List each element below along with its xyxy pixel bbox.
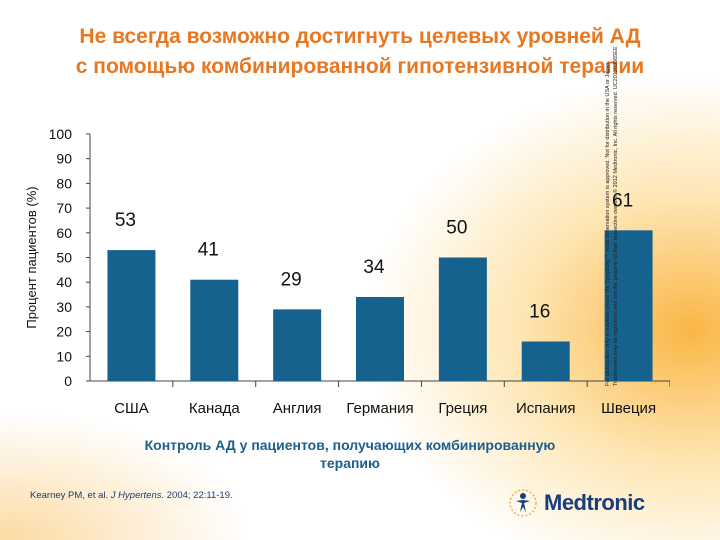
- bar-5: [438, 257, 487, 381]
- slide-title: Не всегда возможно достигнуть целевых ур…: [20, 22, 700, 82]
- data-label: 34: [363, 257, 385, 278]
- caption-line-1: Контроль АД у пациентов, получающих комб…: [144, 437, 556, 453]
- citation-details: 2004; 22:11-19.: [166, 490, 233, 501]
- bar-4: [356, 297, 404, 381]
- y-tick-label: 30: [56, 299, 72, 315]
- citation-authors: Kearney PM, et al.: [30, 490, 109, 501]
- bar-7: [604, 230, 653, 381]
- x-category-label: Германия: [346, 400, 413, 417]
- chart-caption: Контроль АД у пациентов, получающих комб…: [140, 436, 560, 472]
- y-tick-label: 70: [56, 200, 72, 216]
- y-tick-label: 10: [56, 348, 72, 364]
- x-category-label: Испания: [516, 400, 576, 417]
- caption-line-2: терапию: [320, 455, 380, 471]
- y-tick-label: 40: [56, 274, 72, 290]
- x-category-label: Канада: [189, 400, 240, 417]
- title-line-1: Не всегда возможно достигнуть целевых ур…: [79, 25, 641, 48]
- citation-journal: J Hypertens.: [110, 490, 165, 501]
- legal-disclaimer: For distribution only in markets where t…: [604, 46, 620, 386]
- y-tick-label: 20: [56, 324, 72, 340]
- data-label: 53: [115, 210, 136, 231]
- data-label: 41: [198, 240, 219, 261]
- y-tick-label: 100: [49, 126, 73, 142]
- y-tick-label: 0: [64, 373, 72, 389]
- y-axis-title: Процент пациентов (%): [24, 186, 39, 328]
- y-tick-label: 50: [56, 250, 72, 266]
- disclaimer-line-1: For distribution only in markets where t…: [605, 61, 611, 386]
- bar-6: [521, 341, 570, 381]
- disclaimer-line-2: Trademarks may be registered and are the…: [613, 46, 619, 386]
- x-category-label: США: [114, 400, 149, 417]
- y-tick-label: 60: [56, 225, 72, 241]
- y-tick-label: 80: [56, 175, 72, 191]
- data-label: 29: [281, 269, 302, 290]
- x-category-label: Швеция: [601, 400, 656, 417]
- medtronic-logo: Medtronic: [508, 488, 645, 518]
- bar-2: [190, 279, 239, 381]
- bar-3: [273, 309, 322, 381]
- y-tick-label: 90: [56, 151, 72, 167]
- data-label: 16: [529, 301, 550, 322]
- x-category-label: Англия: [273, 400, 322, 417]
- medtronic-figure-icon: [509, 489, 537, 517]
- bar-chart: 0 10 20 30 40 50 60 70 80 90 100 Процент пациентов …: [24, 126, 670, 417]
- title-line-2: с помощью комбинированной гипотензивной …: [75, 55, 645, 78]
- bar-1: [107, 250, 156, 381]
- data-label: 50: [446, 218, 467, 239]
- citation: Kearney PM, et al. J Hypertens. 2004; 22…: [30, 490, 233, 501]
- logo-wordmark: Medtronic: [544, 490, 645, 515]
- data-label: 61: [612, 190, 633, 211]
- x-category-label: Греция: [438, 400, 487, 417]
